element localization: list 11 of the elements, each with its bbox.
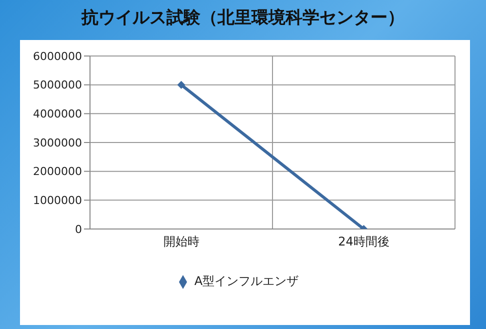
y-tick-label: 4000000 [33,108,82,121]
y-tick-label: 6000000 [33,50,82,63]
x-tick-label: 24時間後 [338,234,390,249]
x-tick-label: 開始時 [163,234,200,249]
y-tick-label: 0 [75,222,82,236]
y-tick-label: 2000000 [33,165,82,178]
y-tick-label: 5000000 [33,78,82,92]
y-tick-label: 3000000 [33,136,82,150]
chart-title: 抗ウイルス試験（北里環境科学センター） [80,7,406,29]
legend-label: A型インフルエンザ [194,274,299,288]
y-tick-label: 1000000 [33,194,82,208]
